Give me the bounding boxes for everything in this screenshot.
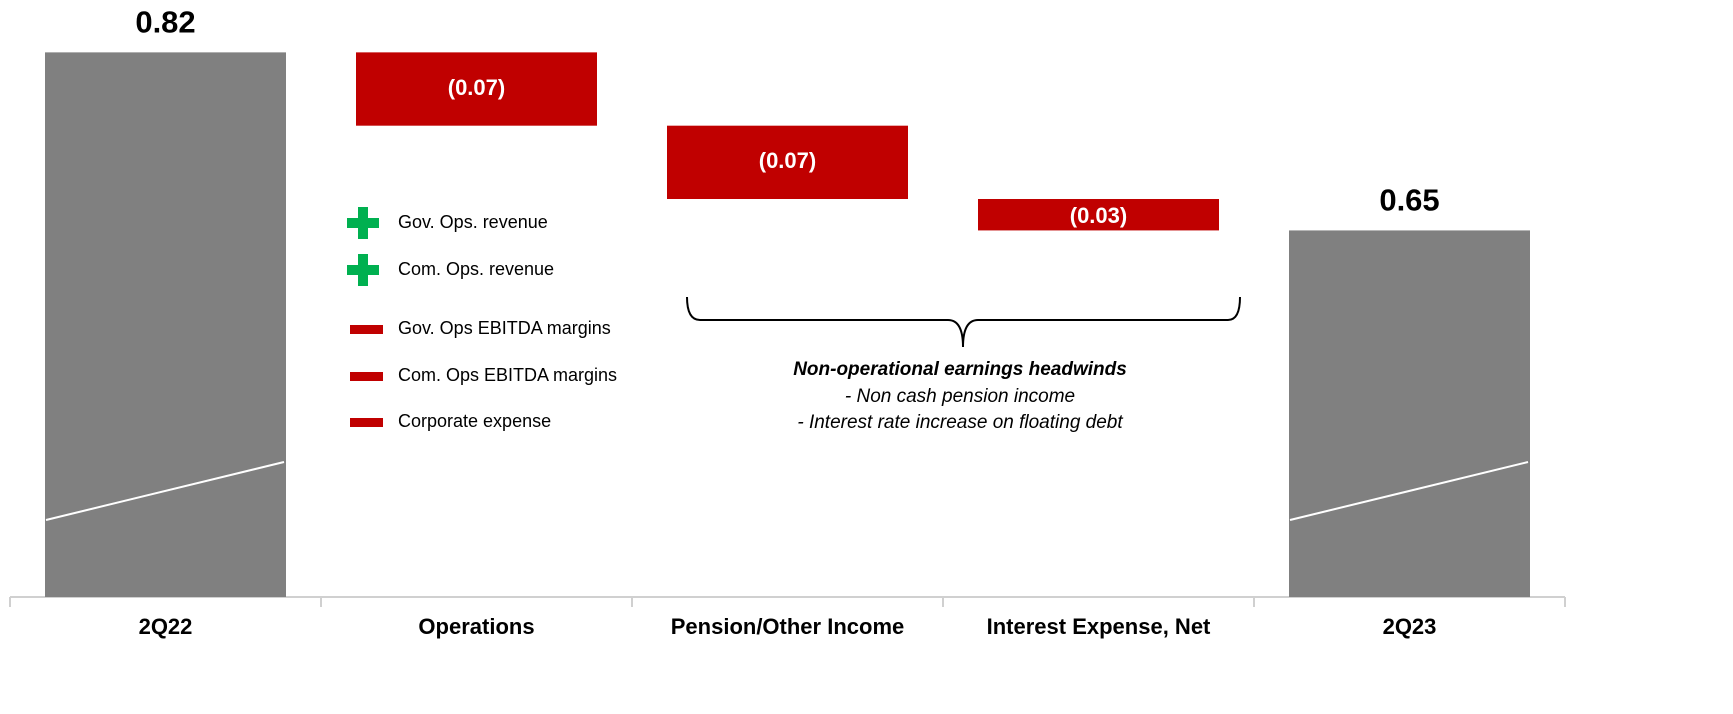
annotation-line: - Non cash pension income [845,386,1075,407]
legend-label: Corporate expense [398,411,551,431]
x-tick-label: Pension/Other Income [671,614,905,639]
bar [356,52,597,126]
axis-break [45,461,285,521]
legend-icon [347,207,379,239]
value-label: (0.07) [759,148,816,173]
bar [1289,230,1530,597]
bar [667,125,908,199]
x-tick-label: Interest Expense, Net [987,614,1211,639]
annotation-line: - Interest rate increase on floating deb… [797,412,1123,433]
legend-icon [350,372,383,381]
x-tick-label: 2Q23 [1383,614,1437,639]
bar [978,199,1219,231]
x-tick-label: 2Q22 [139,614,193,639]
value-label: (0.03) [1070,203,1127,228]
bar [45,52,286,598]
x-tick-label: Operations [418,614,534,639]
value-label: 0.65 [1379,183,1439,218]
annotation-title: Non-operational earnings headwinds [793,359,1127,380]
axis-break [1289,461,1529,521]
value-label: 0.82 [135,5,195,40]
legend-label: Com. Ops. revenue [398,259,554,279]
brace [686,296,1241,348]
legend-label: Gov. Ops EBITDA margins [398,318,611,338]
legend-icon [350,325,383,334]
legend-label: Com. Ops EBITDA margins [398,365,617,385]
legend-icon [350,418,383,427]
legend-icon [347,254,379,286]
value-label: (0.07) [448,75,505,100]
legend-label: Gov. Ops. revenue [398,212,548,232]
